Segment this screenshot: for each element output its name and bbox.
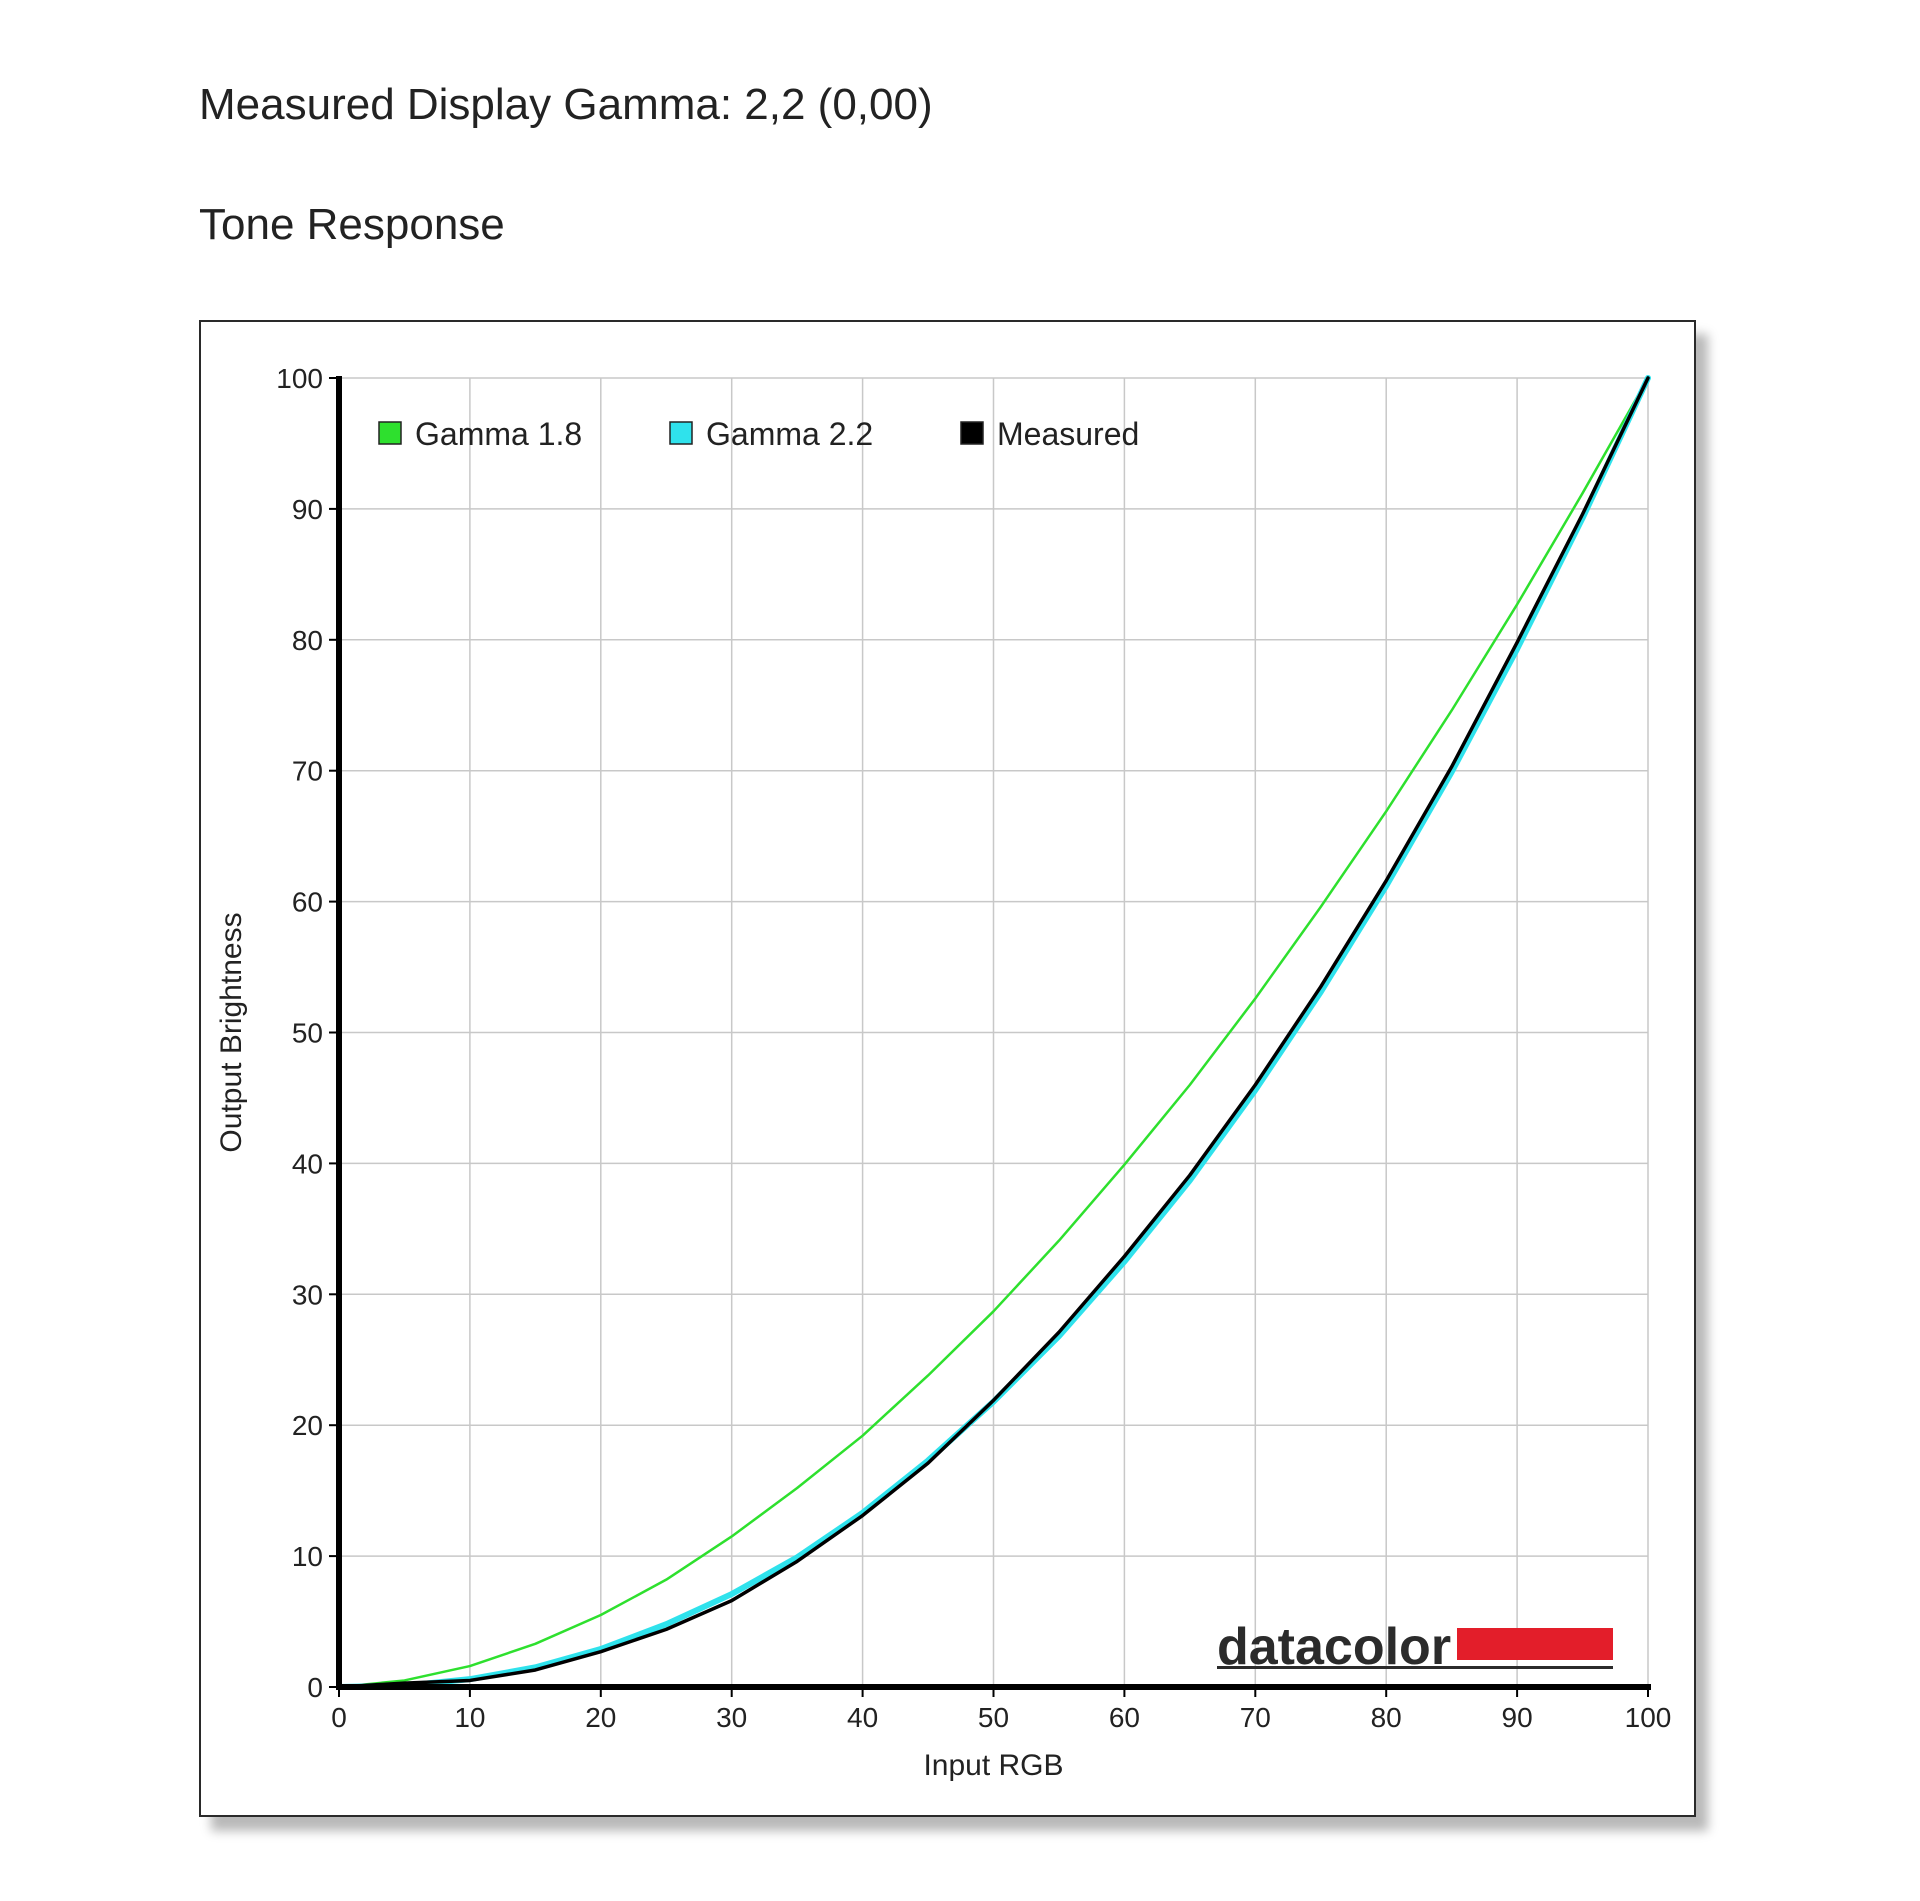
y-tick-label: 20	[292, 1410, 323, 1441]
series-line-measured	[337, 376, 1650, 1689]
y-tick-label: 10	[292, 1541, 323, 1572]
series-lines	[336, 375, 1651, 1690]
legend-swatch-gamma-1-8	[378, 421, 402, 445]
x-tick-label: 70	[1240, 1702, 1271, 1733]
x-tick-label: 20	[585, 1702, 616, 1733]
section-title: Tone Response	[199, 200, 505, 249]
logo-red-bar	[1457, 1628, 1613, 1660]
datacolor-logo: datacolor	[1217, 1618, 1613, 1676]
logo-underline	[1217, 1666, 1613, 1669]
y-tick-label: 0	[307, 1672, 323, 1703]
y-tick-label: 40	[292, 1148, 323, 1179]
legend-label-gamma-2-2: Gamma 2.2	[706, 416, 873, 452]
y-tick-label: 50	[292, 1018, 323, 1049]
tick-labels: 0 10 20 30 40 50 60 70 80 90 100 0 10 20 30 40 50 60 70 80 9…	[276, 363, 1671, 1733]
chart-canvas: 0 10 20 30 40 50 60 70 80 90 100 0 10 20 30 40 50 60 70 80 9…	[215, 363, 1671, 1782]
y-tick-label: 80	[292, 625, 323, 656]
legend-swatch-measured	[960, 421, 984, 445]
y-tick-label: 70	[292, 756, 323, 787]
x-tick-label: 80	[1371, 1702, 1402, 1733]
legend-label-gamma-1-8: Gamma 1.8	[415, 416, 582, 452]
legend: Gamma 1.8 Gamma 2.2 Measured	[378, 416, 1139, 452]
axes	[329, 376, 1651, 1697]
y-tick-label: 90	[292, 494, 323, 525]
x-tick-label: 100	[1625, 1702, 1672, 1733]
legend-swatch-gamma-2-2	[669, 421, 693, 445]
y-tick-label: 100	[276, 363, 323, 394]
x-tick-label: 90	[1502, 1702, 1533, 1733]
x-tick-label: 60	[1109, 1702, 1140, 1733]
grid-lines	[339, 377, 1649, 1687]
x-tick-label: 10	[454, 1702, 485, 1733]
y-axis-title: Output Brightness	[215, 912, 248, 1152]
report-title: Measured Display Gamma: 2,2 (0,00)	[199, 80, 933, 129]
series-line-gamma-1-8	[337, 376, 1650, 1689]
x-axis-title: Input RGB	[923, 1749, 1063, 1782]
x-tick-label: 0	[331, 1702, 347, 1733]
x-tick-label: 40	[847, 1702, 878, 1733]
y-tick-label: 30	[292, 1279, 323, 1310]
legend-label-measured: Measured	[997, 416, 1139, 452]
y-tick-label: 60	[292, 887, 323, 918]
x-tick-label: 30	[716, 1702, 747, 1733]
x-tick-label: 50	[978, 1702, 1009, 1733]
tone-response-chart: 0 10 20 30 40 50 60 70 80 90 100 0 10 20 30 40 50 60 70 80 9…	[199, 320, 1696, 1817]
